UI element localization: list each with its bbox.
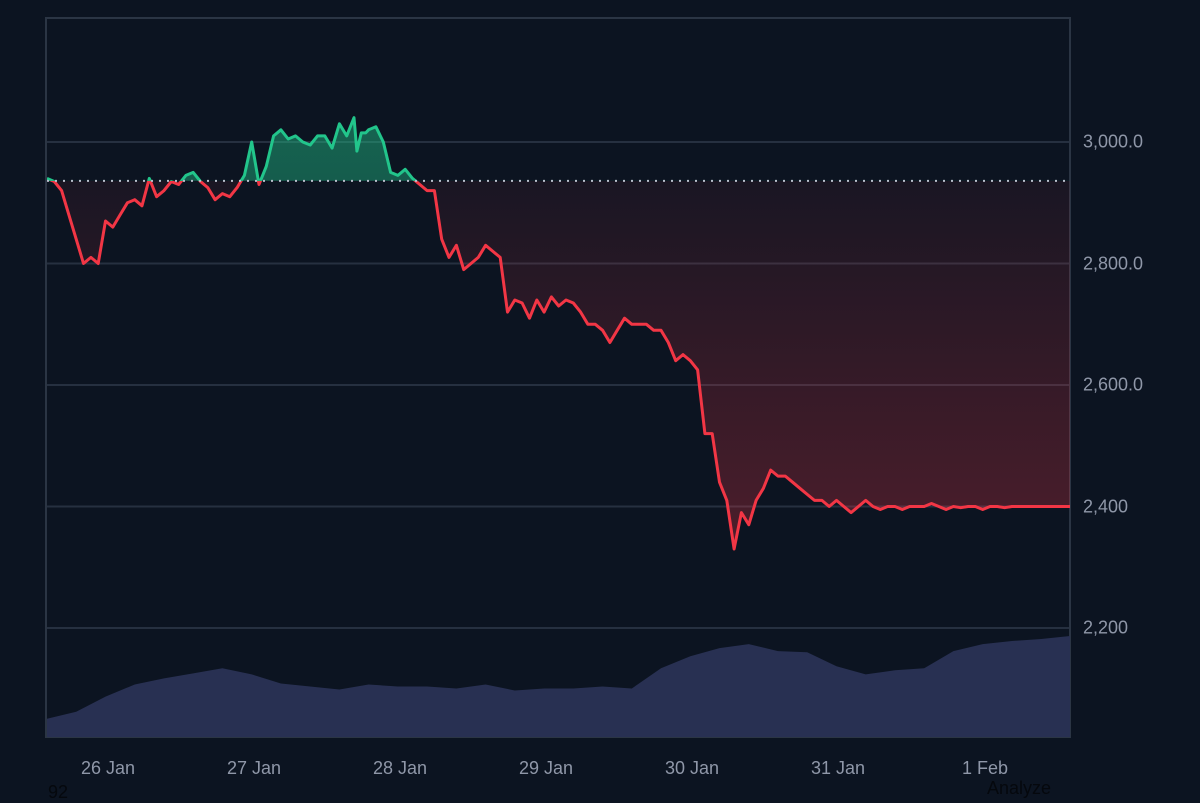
- x-tick-30-jan: 30 Jan: [664, 758, 720, 778]
- y-tick-2200: 2,200: [1083, 617, 1129, 638]
- x-tick-29-jan: 29 Jan: [518, 758, 574, 778]
- x-tick-26-jan: 26 Jan: [80, 758, 136, 778]
- overlay-number: 92: [48, 782, 69, 802]
- x-tick-28-jan: 28 Jan: [372, 758, 428, 778]
- x-tick-31-jan: 31 Jan: [810, 758, 866, 778]
- x-tick-1-feb: 1 Feb: [961, 758, 1009, 778]
- volume-area: [47, 636, 1070, 737]
- y-tick-2600: 2,600.0: [1083, 374, 1144, 395]
- price-line-below: [49, 180, 1070, 551]
- y-tick-3000: 3,000.0: [1083, 131, 1144, 152]
- x-tick-27-jan: 27 Jan: [226, 758, 282, 778]
- below-baseline-fill: [52, 180, 1070, 549]
- y-tick-2400: 2,400: [1083, 496, 1129, 516]
- above-baseline-fill: [47, 117, 1070, 181]
- y-tick-2800: 2,800.0: [1083, 253, 1144, 273]
- analyze-button[interactable]: Analyze: [987, 778, 1052, 798]
